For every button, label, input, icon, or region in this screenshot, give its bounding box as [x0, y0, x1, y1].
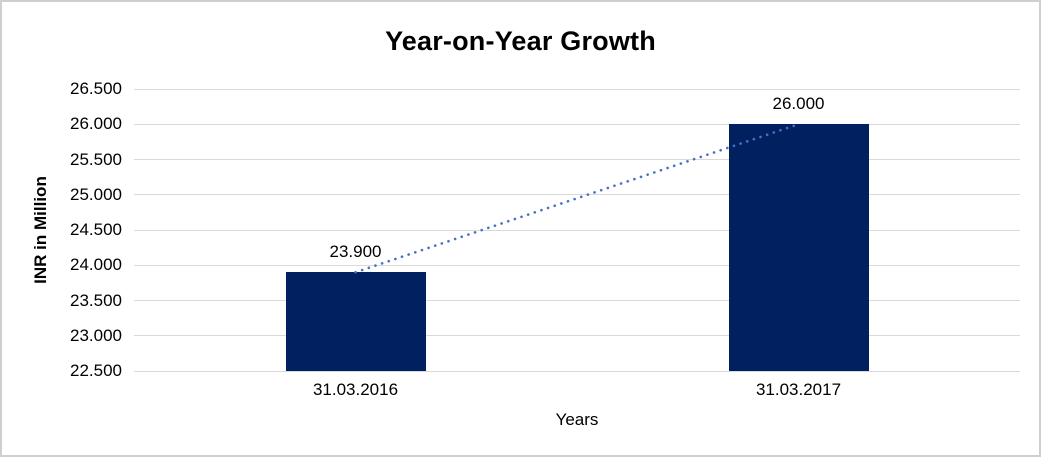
- gridline: [134, 264, 1020, 266]
- y-tick-label: 23.000: [70, 325, 122, 345]
- x-category-label: 31.03.2016: [312, 380, 399, 399]
- gridline: [134, 370, 1020, 372]
- bar: [728, 124, 869, 371]
- x-axis-title: Years: [555, 410, 599, 429]
- gridline: [134, 88, 1020, 90]
- x-category-label: 31.03.2017: [755, 380, 842, 399]
- chart-title: Year-on-Year Growth: [385, 26, 656, 56]
- y-tick-label: 25.500: [70, 149, 122, 169]
- y-tick-label: 26.500: [70, 79, 122, 98]
- bar-value-label: 26.000: [772, 94, 825, 114]
- gridline: [134, 159, 1020, 160]
- gridline: [134, 194, 1020, 196]
- y-tick-label: 22.500: [70, 361, 122, 380]
- y-tick-label: 26.000: [70, 114, 122, 134]
- gridline: [134, 300, 1020, 301]
- gridline: [134, 335, 1020, 337]
- bar: [285, 272, 426, 371]
- gridline: [134, 229, 1020, 231]
- y-tick-label: 24.000: [70, 255, 122, 275]
- bar-value-label: 23.900: [329, 242, 382, 262]
- y-tick-label: 25.000: [70, 184, 122, 204]
- y-tick-label: 24.500: [70, 220, 122, 239]
- y-tick-label: 23.500: [70, 290, 122, 310]
- gridline: [134, 123, 1020, 125]
